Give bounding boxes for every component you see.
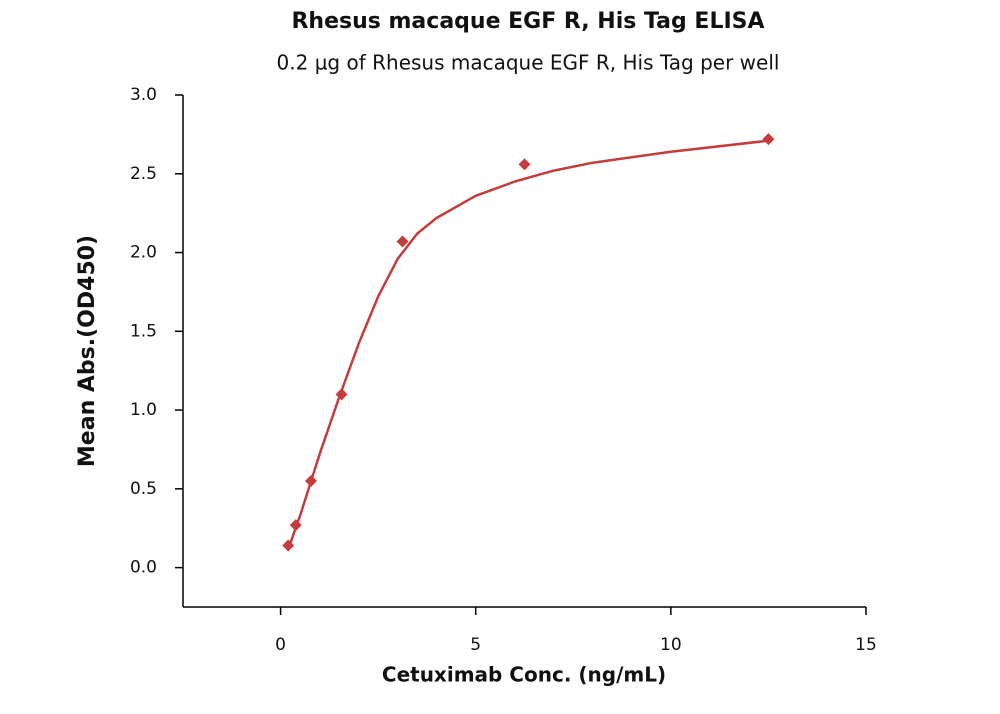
fit-curve [287,139,769,550]
data-point [305,474,318,487]
y-axis-label: Mean Abs.(OD450) [75,235,100,467]
x-axis-label: Cetuximab Conc. (ng/mL) [382,663,666,687]
data-point [335,388,348,401]
chart-subtitle: 0.2 µg of Rhesus macaque EGF R, His Tag … [277,51,780,75]
y-tick-label: 3.0 [130,85,157,105]
y-tick-label: 1.5 [130,321,157,341]
y-tick-label: 1.0 [130,400,157,420]
y-tick-label: 0.0 [130,558,157,578]
x-tick-label: 5 [470,635,481,655]
x-tick-label: 0 [275,635,286,655]
data-point [762,133,775,146]
data-point [396,235,409,248]
data-point [289,519,302,532]
y-tick-label: 2.0 [130,243,157,263]
data-point [282,539,295,552]
y-tick-label: 0.5 [130,479,157,499]
data-point [518,158,531,171]
x-tick-label: 15 [855,635,877,655]
chart-title: Rhesus macaque EGF R, His Tag ELISA [291,9,764,34]
y-tick-label: 2.5 [130,164,157,184]
x-tick-label: 10 [660,635,682,655]
